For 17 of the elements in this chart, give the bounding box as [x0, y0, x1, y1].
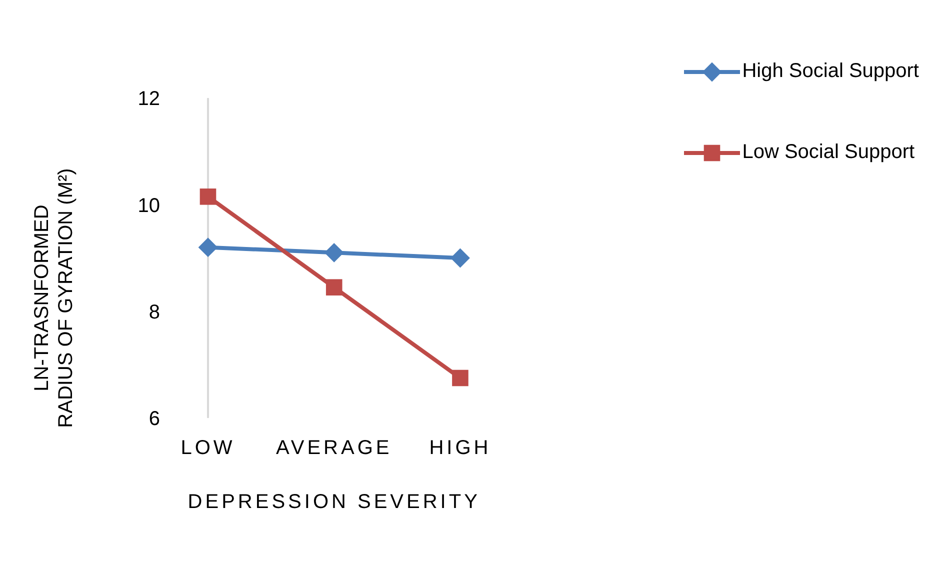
legend-label: High Social Support: [742, 60, 919, 83]
y-tick-label: 12: [138, 88, 160, 110]
x-axis-title: DEPRESSION SEVERITY: [188, 491, 480, 513]
point: [452, 370, 468, 386]
y-tick-label: 8: [148, 301, 160, 324]
point: [326, 279, 342, 296]
point: [200, 188, 216, 205]
point: [450, 248, 470, 268]
x-tick-label: HIGH: [429, 437, 492, 460]
point: [198, 238, 218, 257]
y-tick-label: 6: [148, 408, 160, 430]
x-tick-label: AVERAGE: [276, 437, 392, 460]
x-tick-label: LOW: [180, 437, 236, 460]
legend-label: Low Social Support: [742, 141, 915, 164]
point: [324, 243, 344, 262]
y-axis-title: LN-TRASNFORMED RADIUS OF GYRATION (M²): [31, 168, 77, 428]
y-tick-label: 10: [138, 194, 160, 217]
